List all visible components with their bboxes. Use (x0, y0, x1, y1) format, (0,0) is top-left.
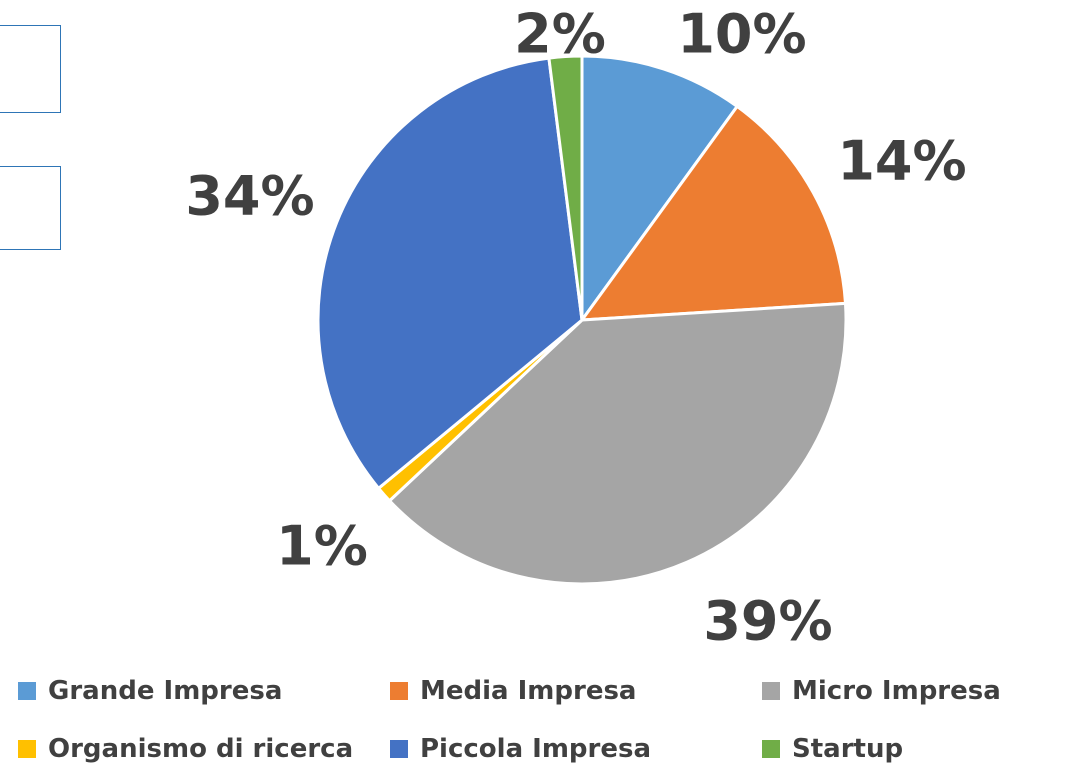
legend-label: Media Impresa (420, 676, 637, 706)
legend-swatch (762, 682, 780, 700)
legend-item-micro-impresa: Micro Impresa (762, 672, 1062, 710)
legend-label: Micro Impresa (792, 676, 1001, 706)
pie-slice-piccola-impresa (316, 56, 584, 490)
pie-slice-startup (547, 54, 584, 322)
legend-item-startup: Startup (762, 730, 1062, 768)
pie-slice-micro-impresa (388, 301, 848, 586)
pie-slice-media-impresa (580, 104, 847, 322)
legend-item-grande-impresa: Grande Impresa (18, 672, 390, 710)
data-label-micro-impresa: 39% (703, 590, 832, 653)
pie-slice-grande-impresa (580, 54, 739, 322)
pie-data-labels: 10% 14% 39% 1% 34% 2% (185, 3, 966, 653)
legend-label: Piccola Impresa (420, 734, 652, 764)
pie-slices (316, 54, 848, 586)
legend-label: Startup (792, 734, 904, 764)
chart-legend: Grande Impresa Media Impresa Micro Impre… (18, 672, 1062, 768)
empty-text-box (0, 166, 61, 250)
legend-label: Organismo di ricerca (48, 734, 354, 764)
legend-item-media-impresa: Media Impresa (390, 672, 762, 710)
data-label-media-impresa: 14% (837, 130, 966, 193)
data-label-piccola-impresa: 34% (185, 165, 314, 228)
empty-text-box (0, 25, 61, 113)
legend-swatch (18, 682, 36, 700)
legend-item-organismo-di-ricerca: Organismo di ricerca (18, 730, 390, 768)
legend-label: Grande Impresa (48, 676, 283, 706)
legend-swatch (18, 740, 36, 758)
data-label-startup: 2% (514, 3, 606, 66)
data-label-organismo-di-ricerca: 1% (276, 515, 368, 578)
legend-swatch (390, 682, 408, 700)
legend-swatch (762, 740, 780, 758)
data-label-grande-impresa: 10% (677, 3, 806, 66)
legend-item-piccola-impresa: Piccola Impresa (390, 730, 762, 768)
legend-swatch (390, 740, 408, 758)
pie-chart: 10% 14% 39% 1% 34% 2% (185, 3, 966, 653)
